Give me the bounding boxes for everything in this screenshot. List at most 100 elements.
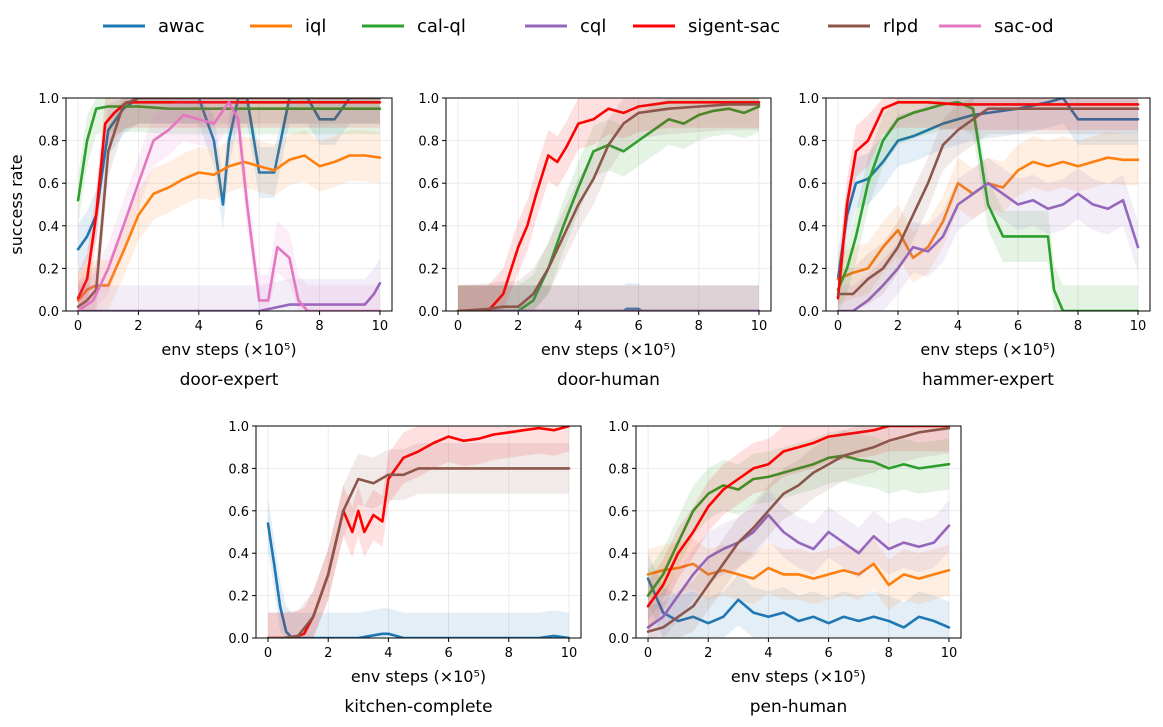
y-axis-label: success rate bbox=[7, 154, 26, 254]
x-tick-label: 8 bbox=[1074, 319, 1082, 334]
x-tick-label: 4 bbox=[574, 319, 582, 334]
legend-label-cal-ql: cal-ql bbox=[417, 16, 466, 37]
y-tick-label: 0.2 bbox=[228, 590, 249, 605]
chart-hammer-expert: 0 2 4 6 8 10 0.0 0.2 0.4 0.6 0.8 1.0 env steps (×10⁵… bbox=[798, 92, 1151, 390]
chart-pen-human: 0 2 4 6 8 10 0.0 0.2 0.4 0.6 0.8 1.0 env steps (×10⁵… bbox=[608, 420, 962, 717]
x-tick-label: 2 bbox=[514, 319, 522, 334]
chart-title: pen-human bbox=[750, 697, 847, 717]
chart-kitchen-complete: 0 2 4 6 8 10 0.0 0.2 0.4 0.6 0.8 1.0 env steps (×10⁵… bbox=[228, 420, 582, 717]
y-tick-label: 0.6 bbox=[608, 505, 629, 520]
band-sigent-sac bbox=[458, 98, 759, 311]
y-tick-label: 1.0 bbox=[418, 92, 439, 107]
x-tick-label: 6 bbox=[255, 319, 263, 334]
x-tick-label: 2 bbox=[324, 646, 332, 661]
chart-door-expert: 0 2 4 6 8 10 0.0 0.2 0.4 0.6 0.8 1.0 env steps (×10⁵… bbox=[7, 92, 393, 390]
y-tick-label: 0.6 bbox=[418, 177, 439, 192]
band-cql bbox=[78, 257, 380, 311]
x-tick-label: 2 bbox=[704, 646, 712, 661]
axes-frame bbox=[65, 97, 393, 312]
legend-label-sac-od: sac-od bbox=[994, 16, 1054, 37]
series-line-cal-ql bbox=[836, 101, 1140, 311]
legend-item-cal-ql: cal-ql bbox=[362, 16, 466, 37]
series-line-awac bbox=[646, 577, 951, 629]
x-tick-label: 0 bbox=[74, 319, 82, 334]
legend-label-cql: cql bbox=[580, 16, 606, 37]
band-sigent-sac bbox=[648, 426, 949, 632]
series-line-sigent-sac bbox=[646, 426, 951, 608]
band-rlpd bbox=[78, 98, 380, 311]
y-tick-label: 0.8 bbox=[608, 462, 629, 477]
series-line-iql bbox=[76, 154, 382, 302]
band-iql bbox=[838, 132, 1138, 305]
y-tick-label: 0.8 bbox=[418, 135, 439, 150]
y-tick-label: 0.0 bbox=[228, 632, 249, 647]
legend-item-sac-od: sac-od bbox=[939, 16, 1054, 37]
y-tick-label: 1.0 bbox=[38, 92, 59, 107]
legend: awac iql cal-ql cql sigent-sac rlpd sac-od bbox=[0, 10, 1163, 44]
axes-frame bbox=[825, 97, 1151, 312]
series-line-rlpd bbox=[646, 426, 951, 633]
x-tick-label: 6 bbox=[634, 319, 642, 334]
band-cql bbox=[838, 157, 1138, 311]
series-line-rlpd bbox=[836, 107, 1140, 296]
chart-title: door-human bbox=[557, 370, 660, 390]
x-tick-label: 4 bbox=[954, 319, 962, 334]
y-tick-label: 0.8 bbox=[798, 135, 819, 150]
x-tick-label: 8 bbox=[695, 319, 703, 334]
x-tick-label: 4 bbox=[195, 319, 203, 334]
series-line-rlpd bbox=[76, 98, 382, 309]
series-line-awac bbox=[836, 98, 1140, 281]
band-rlpd bbox=[648, 426, 949, 638]
x-tick-label: 10 bbox=[1130, 319, 1147, 334]
x-tick-label: 8 bbox=[315, 319, 323, 334]
x-tick-label: 2 bbox=[134, 319, 142, 334]
series-line-cal-ql bbox=[646, 454, 951, 597]
x-tick-label: 0 bbox=[454, 319, 462, 334]
series-line-cal-ql bbox=[456, 105, 761, 311]
x-tick-label: 10 bbox=[561, 646, 578, 661]
y-tick-label: 0.4 bbox=[608, 547, 629, 562]
series-line-rlpd bbox=[266, 467, 571, 638]
band-cal-ql bbox=[78, 98, 380, 226]
series-line-sigent-sac bbox=[836, 101, 1140, 300]
chart-title: hammer-expert bbox=[922, 370, 1054, 390]
x-axis-label: env steps (×10⁵) bbox=[161, 340, 296, 359]
legend-svg: awac iql cal-ql cql sigent-sac rlpd sac-od bbox=[103, 16, 1054, 37]
x-tick-label: 6 bbox=[444, 646, 452, 661]
band-sigent-sac bbox=[838, 98, 1138, 311]
legend-item-cql: cql bbox=[525, 16, 606, 37]
legend-item-sigent-sac: sigent-sac bbox=[633, 16, 780, 37]
legend-label-iql: iql bbox=[305, 16, 326, 37]
series-line-cal-ql bbox=[76, 105, 382, 202]
y-tick-label: 0.2 bbox=[418, 262, 439, 277]
x-tick-label: 4 bbox=[384, 646, 392, 661]
legend-item-rlpd: rlpd bbox=[828, 16, 918, 37]
x-tick-label: 4 bbox=[764, 646, 772, 661]
series-line-awac bbox=[266, 522, 571, 638]
series-line-sac-od bbox=[76, 101, 382, 311]
band-awac bbox=[268, 498, 569, 638]
y-tick-label: 0.4 bbox=[228, 547, 249, 562]
y-tick-label: 0.0 bbox=[418, 305, 439, 320]
legend-label-sigent-sac: sigent-sac bbox=[688, 16, 780, 37]
y-tick-label: 1.0 bbox=[228, 420, 249, 435]
band-cal-ql bbox=[458, 98, 759, 311]
series-line-rlpd bbox=[456, 103, 761, 311]
legend-item-awac: awac bbox=[103, 16, 205, 37]
x-axis-label: env steps (×10⁵) bbox=[351, 667, 486, 686]
band-awac bbox=[838, 98, 1138, 305]
y-tick-label: 0.4 bbox=[38, 220, 59, 235]
x-tick-label: 10 bbox=[941, 646, 958, 661]
x-tick-label: 0 bbox=[644, 646, 652, 661]
series-line-cql bbox=[836, 181, 1140, 311]
x-tick-label: 10 bbox=[751, 319, 768, 334]
x-tick-label: 0 bbox=[834, 319, 842, 334]
band-cal-ql bbox=[648, 430, 949, 621]
legend-label-rlpd: rlpd bbox=[883, 16, 918, 37]
band-rlpd bbox=[838, 98, 1138, 311]
y-tick-label: 0.8 bbox=[38, 135, 59, 150]
y-tick-label: 1.0 bbox=[798, 92, 819, 107]
band-cql bbox=[648, 489, 949, 638]
band-awac bbox=[78, 98, 380, 275]
